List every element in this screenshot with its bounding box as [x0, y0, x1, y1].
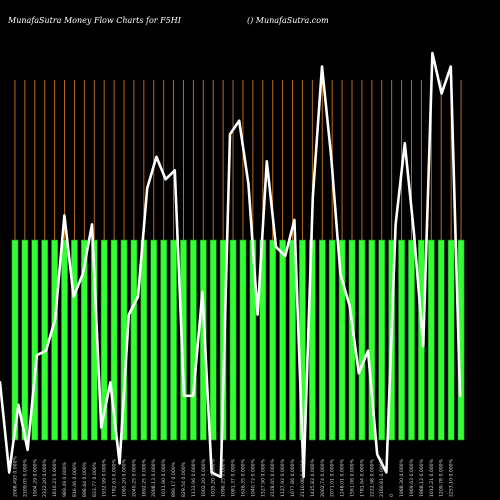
x-tick-label: 2068.493 0.000% [12, 455, 18, 497]
x-tick-label: 829.54 0.000% [181, 461, 187, 497]
x-tick-label: 1782.63 0.000% [112, 458, 118, 497]
bar [100, 239, 108, 441]
x-tick-label: 1425.82 0.000% [310, 458, 316, 497]
x-tick-label: 890.17 0.000% [171, 461, 177, 497]
bar [140, 239, 148, 441]
x-tick-label: 1677.86 0.000% [290, 458, 296, 497]
bar [11, 239, 19, 441]
x-tick-label: 1002.20 0.000% [201, 458, 207, 497]
x-tick-label: 1040.72 0.000% [250, 458, 256, 497]
x-tick-label: 2040.25 0.000% [131, 458, 137, 497]
chart-title: MunafaSutra Money Flow Charts for F5HI [8, 16, 181, 25]
bar [61, 239, 68, 441]
x-tick-label: 1011.90 0.000% [161, 458, 167, 497]
bars [11, 239, 465, 441]
bar [338, 239, 346, 441]
x-tick-label: 2071.01 0.000% [330, 458, 336, 497]
x-tick-label: 1892.25 0.000% [141, 458, 147, 497]
x-tick-label: 1988.12 0.000% [419, 458, 425, 497]
bar [229, 239, 237, 441]
site-credit: () MunafaSutra.com [247, 16, 329, 25]
x-tick-label: 1527.90 0.000% [260, 458, 266, 497]
bar [289, 239, 296, 441]
x-tick-label: 1988.30 0.000% [399, 458, 405, 497]
bar [51, 239, 58, 441]
bar [239, 239, 247, 441]
bar [21, 239, 29, 441]
x-tick-label: 1932.99 0.000% [102, 458, 108, 497]
x-tick-label: 1248.01 0.000% [340, 458, 346, 497]
bar [170, 239, 177, 441]
x-tick-label: 1081.37 0.000% [231, 458, 237, 497]
bar [41, 239, 49, 441]
x-tick-label: 0 [389, 494, 395, 497]
x-tick-label: 1969.63 0.000% [409, 458, 415, 497]
x-tick-label: 1209.78 0.000% [439, 458, 445, 497]
x-tick-label: 1096.25 0.000% [221, 458, 227, 497]
x-tick-label: 2160.81 0.000% [379, 458, 385, 497]
money-flow-line [0, 51, 462, 479]
bar [160, 239, 168, 441]
bar [130, 239, 138, 441]
bar [378, 239, 386, 441]
bar [318, 239, 326, 441]
bar [219, 239, 227, 441]
x-tick-label: 2253.10 0.000% [449, 458, 455, 497]
x-tick-label: 2110.08 0.000% [300, 458, 306, 497]
bar [80, 239, 88, 441]
x-tick-label: 1127.93 0.000% [280, 458, 286, 497]
bar [31, 239, 39, 441]
x-tick-label: 989.49 0.000% [62, 461, 68, 497]
bar [150, 239, 158, 441]
bar [447, 239, 455, 441]
bar [437, 239, 445, 441]
x-tick-label: 898.64 0.000% [82, 461, 88, 497]
x-tick-label: 1781.64 0.000% [359, 458, 365, 497]
bar [180, 239, 187, 441]
x-tick-label: 2128.65 0.000% [270, 458, 276, 497]
x-tick-label: 1133.96 0.000% [191, 458, 197, 497]
bar [358, 239, 366, 441]
x-tick-label: 2222.98 0.000% [369, 458, 375, 497]
bar [368, 239, 376, 441]
x-tick-label: 816.46 0.000% [72, 461, 78, 497]
bar [269, 239, 277, 441]
x-tick-label: 1561.06 0.000% [350, 458, 356, 497]
bar [427, 239, 435, 441]
bar [408, 239, 415, 441]
bar [209, 239, 217, 441]
bar [279, 239, 286, 441]
bar [190, 239, 197, 441]
x-tick-label: 1035.20 0.000% [211, 458, 217, 497]
bar [328, 239, 336, 441]
x-tick-label: 2098.13 0.000% [151, 458, 157, 497]
x-tick-label: 1012.21 0.000% [429, 458, 435, 497]
x-tick-labels: 2068.493 0.000% 2309.05 0.000% 1904.29 0.0… [12, 455, 454, 497]
x-tick-label: 1904.29 0.000% [32, 458, 38, 497]
x-tick-label: 1065.20 0.000% [122, 458, 128, 497]
x-tick-label: 2062.74 0.000% [320, 458, 326, 497]
x-tick-label: 1810.23 0.000% [52, 458, 58, 497]
bar [199, 239, 207, 441]
x-tick-label: 2322.20 0.000% [42, 458, 48, 497]
bar [398, 239, 405, 441]
bar [110, 239, 118, 441]
x-tick-label: 2309.05 0.000% [22, 458, 28, 497]
bar [71, 239, 78, 441]
x-tick-label: 833.77 0.000% [92, 461, 98, 497]
flow-line [0, 51, 462, 479]
x-tick-label: 1626.35 0.000% [240, 458, 246, 497]
